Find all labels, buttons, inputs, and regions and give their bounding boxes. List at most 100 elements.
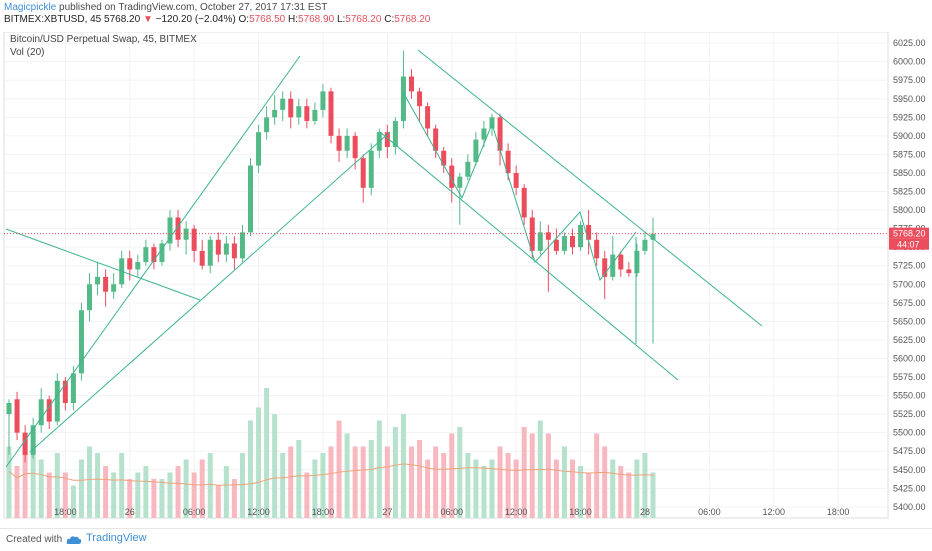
volume-bar <box>288 446 294 518</box>
descending-upper-line[interactable] <box>417 49 763 327</box>
candle <box>264 106 270 140</box>
volume-bar <box>304 472 310 518</box>
candle-body <box>38 399 44 426</box>
open-label: O: <box>238 14 250 25</box>
quote-line: BITMEX:XBTUSD, 45 5768.20 ▼ −120.20 (−2.… <box>4 14 430 25</box>
price-tick-label: 5925.00 <box>893 112 926 122</box>
volume-bar <box>328 446 334 518</box>
candle-body <box>127 258 133 270</box>
candle-body <box>22 432 28 455</box>
volume-bar <box>207 453 213 518</box>
time-axis[interactable]: 18:00 26 06:00 12:00 18:00 27 06:00 12:00 18:00 2… <box>54 507 849 517</box>
candle-body <box>30 425 36 455</box>
price-tick-label: 5900.00 <box>893 131 926 141</box>
close-label: C: <box>384 14 395 25</box>
candle <box>199 239 205 270</box>
volume-bar <box>38 459 44 518</box>
descending-lower-line[interactable] <box>379 131 679 381</box>
price-chart[interactable]: 5400.00 5425.00 5450.00 5475.00 5500.00 5525.… <box>0 32 932 528</box>
candle <box>272 95 278 125</box>
volume-bar <box>215 485 221 518</box>
candle-body <box>473 139 479 162</box>
candle <box>417 87 423 122</box>
candle <box>46 395 52 429</box>
volume-bar <box>135 472 141 518</box>
price-axis[interactable]: 5400.00 5425.00 5450.00 5475.00 5500.00 5525.… <box>893 38 926 512</box>
last-price-badge-text: 5768.20 <box>893 229 926 239</box>
volume-bar <box>46 472 52 518</box>
created-with-text: Created with <box>6 534 63 545</box>
candle <box>14 391 20 441</box>
volume-bar <box>360 446 366 518</box>
volume-bar <box>473 459 479 518</box>
volume-bar <box>103 466 109 518</box>
candle-body <box>561 236 567 251</box>
volume-bar <box>481 466 487 518</box>
volume-bar <box>30 446 36 518</box>
candle-body <box>199 250 205 266</box>
trend-drawings <box>5 49 763 468</box>
close-value: 5768.20 <box>394 14 431 25</box>
tradingview-logo-icon <box>66 536 82 544</box>
volume-bar <box>650 472 656 518</box>
volume-bar <box>127 479 133 518</box>
candle-body <box>352 135 358 159</box>
candle <box>441 147 447 173</box>
volume-bar <box>449 433 455 518</box>
countdown-badge: 44:07 <box>889 238 929 250</box>
volume-bar <box>264 388 270 518</box>
candle-body <box>457 176 463 188</box>
candle-body <box>256 132 262 166</box>
candle <box>634 243 640 277</box>
candle <box>618 250 624 277</box>
volume-bar <box>248 420 253 518</box>
candle-body <box>207 239 213 266</box>
volume-bar <box>489 459 495 518</box>
tradingview-brand-link[interactable]: TradingView <box>86 532 147 544</box>
candle-body <box>312 109 318 122</box>
candle-body <box>239 232 245 259</box>
time-tick-label: 12:00 <box>505 507 528 517</box>
candle <box>78 302 84 381</box>
candle-body <box>610 254 616 277</box>
candle <box>22 425 28 463</box>
volume-bar <box>119 453 125 518</box>
candle-body <box>70 373 76 403</box>
candle-body <box>191 228 197 251</box>
candle-body <box>602 258 608 277</box>
volume-bar <box>62 472 68 518</box>
time-tick-label: 28 <box>640 507 650 517</box>
price-tick-label: 5700.00 <box>893 279 926 289</box>
channel-lower-line[interactable] <box>29 131 391 453</box>
time-tick-label: 18:00 <box>312 507 335 517</box>
price-tick-label: 5475.00 <box>893 446 926 456</box>
candle-body <box>336 135 342 151</box>
candle-body <box>570 236 575 248</box>
candle <box>143 239 149 266</box>
candle <box>103 269 109 307</box>
time-tick-label: 18:00 <box>827 507 850 517</box>
candle-body <box>14 399 20 433</box>
candle-body <box>368 150 374 188</box>
candle-body <box>400 76 406 122</box>
candle <box>561 232 567 255</box>
volume-bar <box>634 459 640 518</box>
time-tick-label: 06:00 <box>183 507 206 517</box>
volume-bar <box>626 472 632 518</box>
candle <box>38 388 44 433</box>
zigzag-line[interactable] <box>402 91 637 282</box>
candle-body <box>618 254 624 270</box>
candle <box>280 91 286 122</box>
low-label: L: <box>336 14 346 25</box>
candle-body <box>594 239 600 259</box>
time-tick-label: 12:00 <box>247 507 270 517</box>
time-tick-label: 18:00 <box>54 507 77 517</box>
volume-bar <box>352 446 358 518</box>
candle <box>296 98 302 125</box>
candle-body <box>103 276 109 292</box>
author-link[interactable]: Magicpickle <box>4 2 57 13</box>
volume-bar <box>70 485 76 518</box>
channel-upper-line[interactable] <box>5 55 301 468</box>
support-line[interactable] <box>5 228 201 301</box>
candle-body <box>449 165 455 188</box>
